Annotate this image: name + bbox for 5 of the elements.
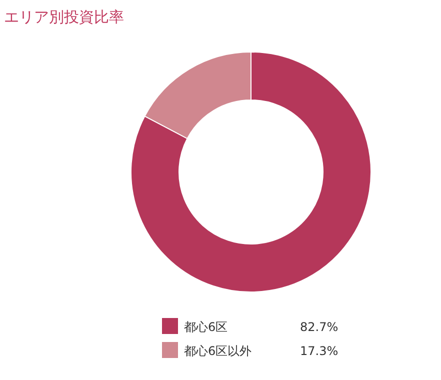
data-label: 82.7% <box>300 320 338 334</box>
data-label: 17.3% <box>300 344 338 358</box>
legend-label: 都心6区 <box>184 320 228 334</box>
legend-label: 都心6区以外 <box>184 344 252 358</box>
title: エリア別投資比率 <box>4 8 124 26</box>
